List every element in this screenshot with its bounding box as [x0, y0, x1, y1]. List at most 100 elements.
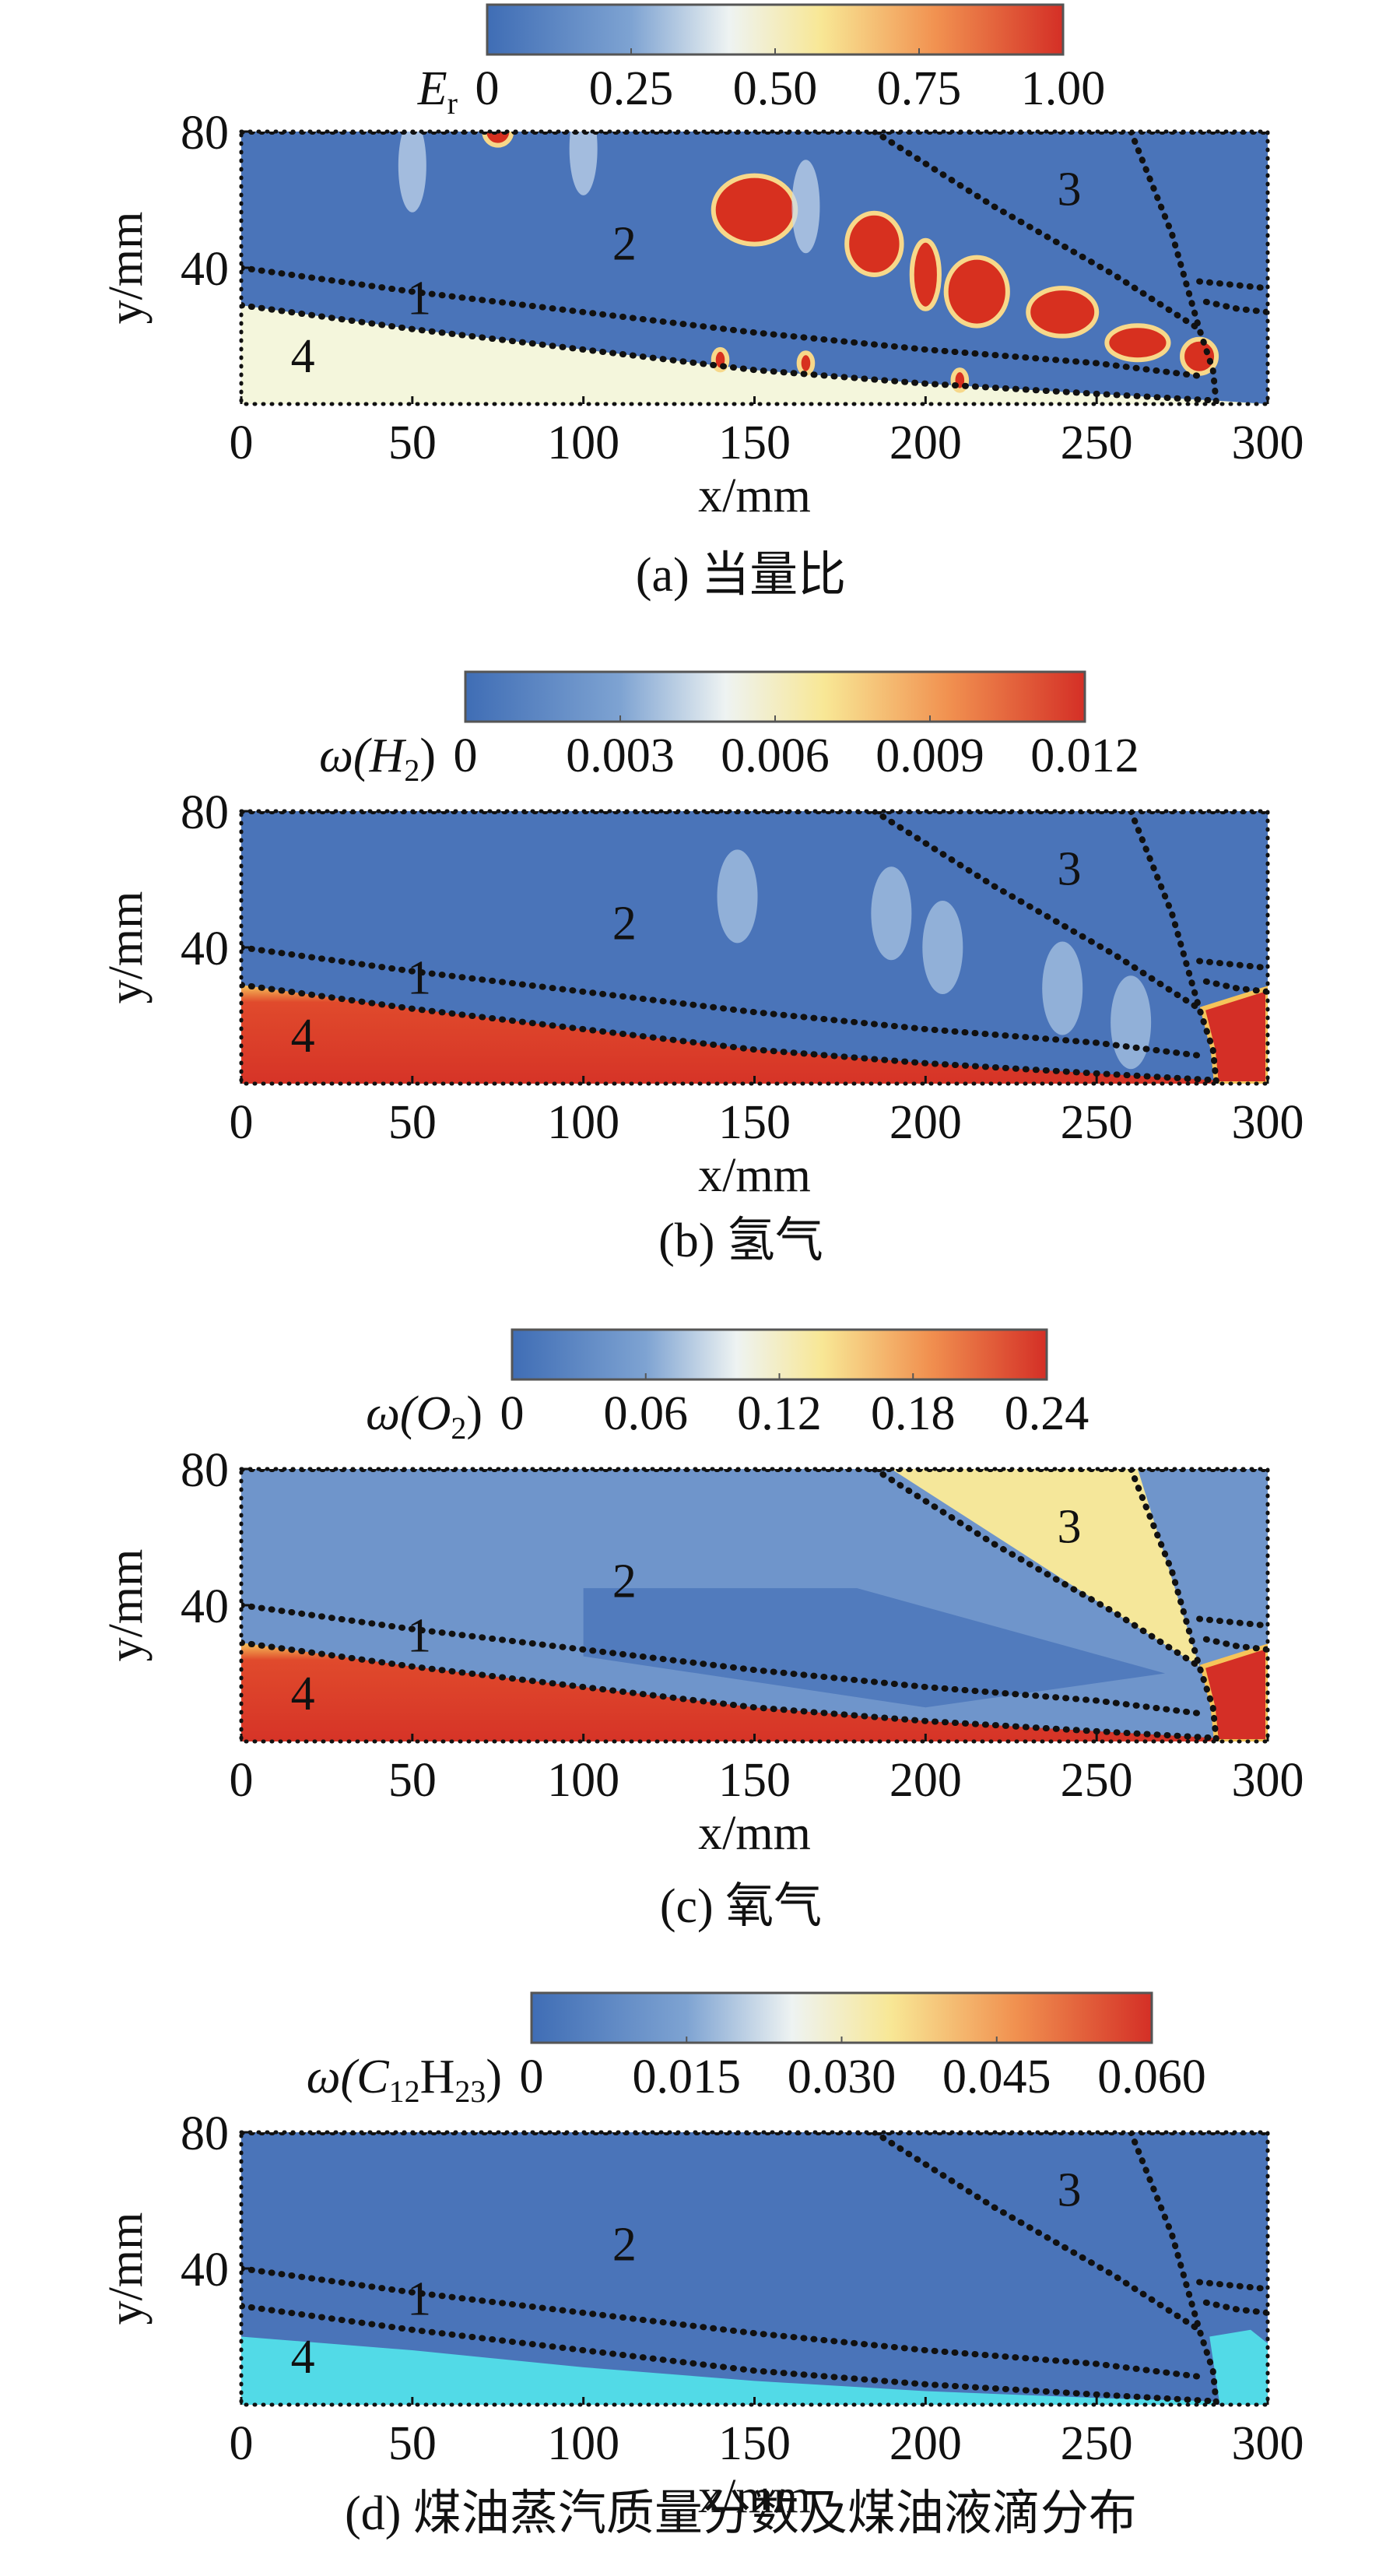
- x-tick-label: 250: [1061, 416, 1133, 469]
- region-label: 3: [1057, 2163, 1081, 2216]
- x-axis-label: x/mm: [698, 1149, 811, 1202]
- caption: (b) 氢气: [658, 1214, 823, 1267]
- colorbar-title-part: r: [447, 86, 458, 121]
- colorbar-title-part: E: [417, 62, 447, 115]
- x-tick-label: 150: [718, 2417, 791, 2470]
- boundary: [1196, 2279, 1268, 2293]
- field: [241, 2132, 1268, 2405]
- boundary: [871, 2132, 1203, 2333]
- colorbar-title-part: ): [466, 1387, 482, 1440]
- boundary: [241, 2265, 1209, 2381]
- colorbar-tick-label: 0.18: [871, 1387, 956, 1440]
- x-tick-label: 200: [890, 2417, 962, 2470]
- x-tick-label: 150: [718, 416, 791, 469]
- region-label: 2: [612, 897, 637, 950]
- x-tick-label: 50: [388, 1096, 437, 1149]
- plot-frame: [239, 809, 1270, 1086]
- region: [241, 305, 1268, 404]
- region-label: 4: [291, 2331, 315, 2384]
- x-tick-label: 0: [230, 1754, 254, 1807]
- colorbar-title-part: ω(C: [307, 2051, 389, 2103]
- colorbar-tick-label: 0: [475, 62, 500, 115]
- light-spot: [791, 160, 820, 254]
- region-label: 1: [407, 2272, 431, 2325]
- boundary: [871, 811, 1203, 1012]
- region-label: 2: [612, 1555, 637, 1608]
- colorbar-title-part: 12: [389, 2074, 420, 2109]
- x-tick-label: 300: [1232, 1754, 1304, 1807]
- x-tick-label: 150: [718, 1096, 791, 1149]
- x-axis-label: x/mm: [698, 469, 811, 522]
- boundary: [241, 265, 1209, 380]
- hotspot: [844, 210, 904, 277]
- region-label: 3: [1057, 842, 1081, 895]
- y-tick-label: 80: [181, 1444, 229, 1497]
- light-spot: [871, 866, 912, 961]
- x-tick-label: 50: [388, 416, 437, 469]
- colorbar-tick-label: 0.060: [1097, 2051, 1206, 2103]
- light-spot: [398, 132, 426, 213]
- region-label: 1: [407, 1609, 431, 1662]
- colorbar-tick-label: 1.00: [1021, 62, 1106, 115]
- region-label: 3: [1057, 1500, 1081, 1553]
- colorbar: [486, 3, 1065, 56]
- hotspot: [909, 237, 942, 311]
- colorbar-tick-label: 0.25: [589, 62, 674, 115]
- boundary: [1202, 1636, 1268, 1653]
- colorbar: [530, 1991, 1153, 2044]
- hotspot: [1026, 286, 1100, 339]
- hotspot: [711, 173, 798, 247]
- boundary: [241, 302, 1220, 404]
- colorbar-title: ω(O2): [366, 1387, 482, 1446]
- boundary: [1196, 278, 1268, 292]
- boundary: [1128, 811, 1220, 1084]
- x-tick-label: 250: [1061, 2417, 1133, 2470]
- region: [241, 985, 1268, 1084]
- colorbar-tick-label: 0.009: [875, 729, 984, 782]
- y-tick-label: 40: [181, 1580, 229, 1633]
- region: [1209, 2329, 1268, 2405]
- light-spot: [569, 132, 598, 195]
- y-tick-label: 40: [181, 2244, 229, 2297]
- region-label: 2: [612, 2218, 637, 2271]
- colorbar-title: Er: [417, 62, 458, 121]
- colorbar-title-part: ): [419, 729, 436, 782]
- colorbar-title: ω(H2): [319, 729, 436, 788]
- colorbar-tick-label: 0: [520, 2051, 544, 2103]
- x-axis-label: x/mm: [698, 2470, 811, 2523]
- boundary: [1202, 2299, 1268, 2316]
- x-tick-label: 250: [1061, 1754, 1133, 1807]
- colorbar-title-part: ω(H: [319, 729, 406, 782]
- field: [241, 1469, 1268, 1741]
- x-tick-label: 100: [547, 1096, 619, 1149]
- boundary: [1196, 1615, 1268, 1629]
- boundary: [241, 1639, 1220, 1741]
- region-label: 4: [291, 1010, 315, 1063]
- boundary: [1196, 958, 1268, 972]
- y-axis-label: y/mm: [100, 891, 153, 1004]
- region-label: 3: [1057, 163, 1081, 216]
- colorbar-title-part: 23: [454, 2074, 486, 2109]
- colorbar-title-part: 2: [404, 753, 419, 788]
- light-spot: [922, 901, 963, 994]
- boundary: [241, 1602, 1209, 1717]
- colorbar-tick-label: 0.045: [942, 2051, 1051, 2103]
- light-spot: [717, 849, 758, 944]
- hotspot: [1180, 336, 1219, 376]
- boundary: [1202, 978, 1268, 995]
- region-label: 4: [291, 330, 315, 383]
- region-label: 1: [407, 272, 431, 325]
- plot-frame: [239, 129, 1270, 406]
- colorbar-tick-label: 0.06: [604, 1387, 689, 1440]
- x-tick-label: 0: [230, 2417, 254, 2470]
- hotspot: [1104, 323, 1171, 363]
- colorbar-title-part: 2: [451, 1411, 466, 1446]
- colorbar-tick-label: 0.24: [1005, 1387, 1090, 1440]
- x-tick-label: 50: [388, 2417, 437, 2470]
- boundary: [871, 1469, 1203, 1670]
- boundary: [241, 2303, 1220, 2405]
- colorbar-tick-label: 0.012: [1030, 729, 1139, 782]
